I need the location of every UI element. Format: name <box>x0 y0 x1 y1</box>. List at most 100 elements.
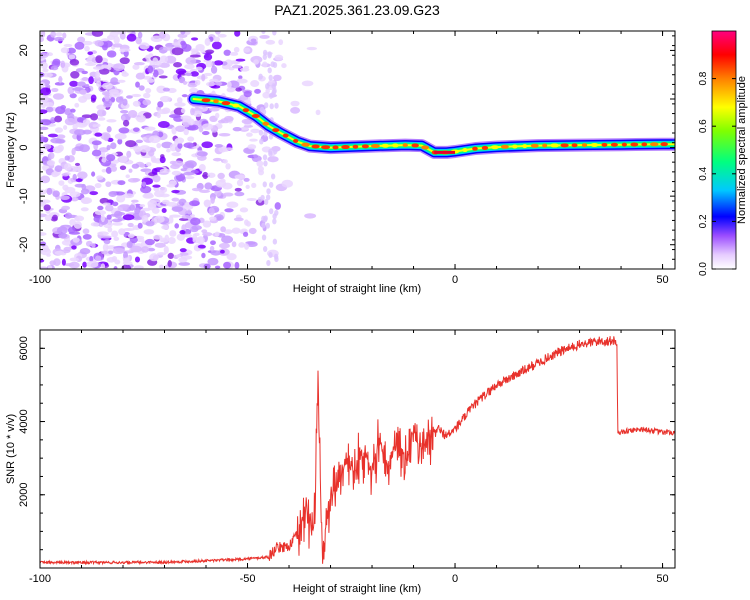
noise-dot <box>104 94 110 102</box>
noise-dot <box>52 190 60 198</box>
noise-dot <box>176 233 185 241</box>
noise-dot <box>98 68 110 75</box>
noise-dot <box>180 108 186 114</box>
noise-dot <box>106 154 116 162</box>
noise-dot <box>180 115 192 121</box>
noise-dot <box>226 201 239 208</box>
noise-dot <box>234 31 241 37</box>
trace-hotspot <box>650 142 659 147</box>
noise-dot <box>56 134 66 139</box>
noise-dot <box>268 208 274 215</box>
noise-dot <box>187 118 195 126</box>
noise-dot <box>201 252 206 259</box>
noise-dot <box>281 179 294 188</box>
noise-dot <box>140 185 152 194</box>
noise-dot <box>127 222 134 228</box>
noise-dot <box>224 147 234 151</box>
noise-dot <box>64 117 76 126</box>
noise-dot <box>223 49 231 56</box>
noise-dot <box>234 174 246 180</box>
noise-dot <box>106 256 116 263</box>
x-tick-label: 0 <box>452 573 458 585</box>
noise-dot <box>90 222 100 227</box>
noise-dot <box>267 67 272 74</box>
noise-dot <box>209 216 217 221</box>
noise-dot <box>210 240 216 246</box>
trace-hotspot <box>213 99 219 104</box>
noise-dot <box>160 186 168 193</box>
noise-dot <box>52 214 58 221</box>
noise-dot <box>217 172 225 180</box>
noise-dot <box>217 119 225 124</box>
noise-dot <box>131 163 140 169</box>
noise-dot <box>245 221 251 227</box>
noise-dot <box>58 233 68 239</box>
noise-dot <box>204 37 211 46</box>
noise-dot <box>171 189 180 194</box>
noise-dot <box>41 61 48 70</box>
noise-dot <box>133 145 141 153</box>
noise-dot <box>132 100 141 107</box>
noise-dot <box>163 246 169 254</box>
colorbar-ticks: 0.0 0.2 0.4 0.6 0.8 <box>698 71 736 276</box>
noise-dot <box>40 119 52 126</box>
noise-dot <box>112 63 125 71</box>
noise-dot <box>239 127 249 131</box>
noise-dot <box>253 154 258 159</box>
noise-dot <box>69 219 76 226</box>
noise-dot <box>187 136 195 142</box>
noise-dot <box>55 106 66 115</box>
noise-dot <box>110 165 118 172</box>
noise-dot <box>97 205 104 211</box>
noise-dot <box>82 119 91 126</box>
noise-dot <box>147 203 157 211</box>
noise-dot <box>190 48 199 53</box>
noise-dot <box>69 93 77 99</box>
noise-dot <box>211 41 222 50</box>
noise-dot <box>114 259 121 265</box>
noise-dot <box>214 143 223 148</box>
noise-dot <box>270 173 276 180</box>
noise-dot <box>269 103 274 110</box>
noise-dot <box>156 142 162 149</box>
noise-dot <box>71 245 77 250</box>
trace-hotspot <box>232 103 240 108</box>
noise-dot <box>253 59 259 65</box>
noise-dot <box>269 181 274 188</box>
bottom-x-axis-label: Height of straight line (km) <box>293 583 421 595</box>
noise-dot <box>185 72 193 77</box>
noise-dot <box>60 47 70 54</box>
noise-dot <box>90 94 97 102</box>
noise-dot <box>254 88 261 94</box>
noise-dot <box>59 195 70 201</box>
noise-dot <box>44 214 52 222</box>
noise-dot <box>184 64 195 70</box>
noise-dot <box>271 89 277 96</box>
noise-dot <box>233 46 240 53</box>
noise-dot <box>80 197 91 205</box>
noise-dot <box>92 66 105 70</box>
snr-panel: -100 -50 0 50 2000 4000 6000 Height of straig… <box>5 329 676 595</box>
noise-dot <box>183 171 195 176</box>
noise-dot <box>102 110 107 116</box>
noise-dot <box>156 85 167 94</box>
noise-dot <box>40 87 52 96</box>
noise-dot <box>201 123 214 131</box>
noise-dot <box>113 265 118 269</box>
noise-dot <box>268 251 273 258</box>
noise-dot <box>74 215 85 222</box>
noise-dot <box>52 58 61 66</box>
noise-dot <box>205 81 216 87</box>
noise-dot <box>46 187 53 195</box>
noise-dot <box>81 77 89 81</box>
trace-hotspot <box>262 121 270 126</box>
noise-dot <box>234 191 245 197</box>
noise-dot <box>176 254 182 258</box>
noise-dot <box>85 240 93 247</box>
noise-dot <box>41 72 54 78</box>
noise-dot <box>100 40 113 48</box>
noise-dot <box>45 106 54 113</box>
noise-dot <box>110 142 117 150</box>
noise-dot <box>278 39 284 46</box>
